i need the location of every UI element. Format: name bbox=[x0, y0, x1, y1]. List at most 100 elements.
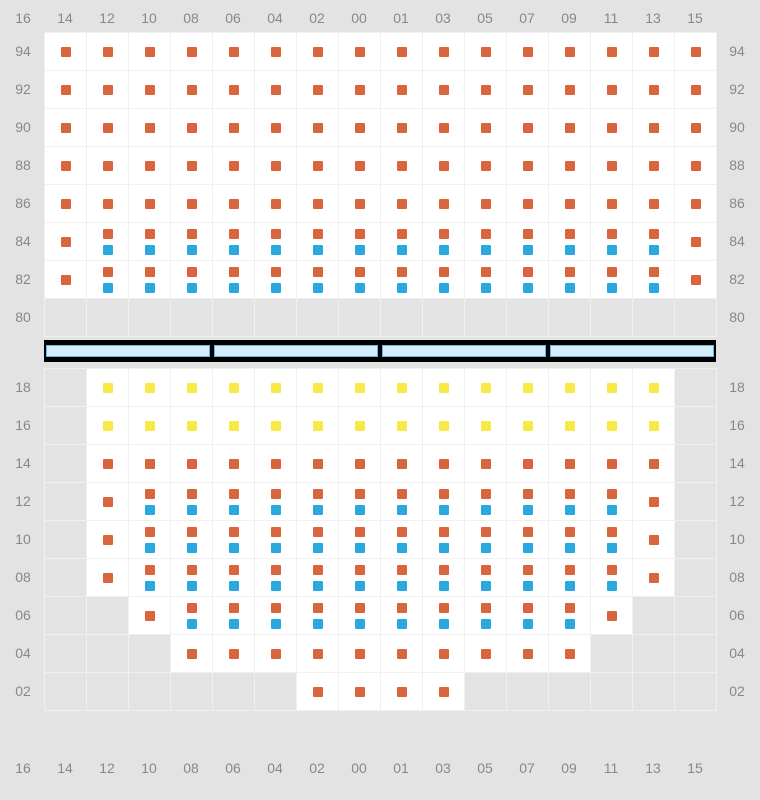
seat-cell[interactable] bbox=[339, 147, 381, 185]
seat-cell[interactable] bbox=[297, 521, 339, 559]
seat-cell[interactable] bbox=[507, 407, 549, 445]
seat-cell[interactable] bbox=[297, 185, 339, 223]
seat-cell[interactable] bbox=[465, 71, 507, 109]
seat-cell[interactable] bbox=[633, 223, 675, 261]
seat-cell[interactable] bbox=[297, 635, 339, 673]
seat-cell[interactable] bbox=[423, 223, 465, 261]
seat-cell[interactable] bbox=[255, 635, 297, 673]
seat-cell[interactable] bbox=[171, 109, 213, 147]
seat-cell[interactable] bbox=[423, 673, 465, 711]
seat-cell[interactable] bbox=[129, 483, 171, 521]
seat-cell[interactable] bbox=[675, 185, 717, 223]
seat-cell[interactable] bbox=[423, 33, 465, 71]
seat-cell[interactable] bbox=[45, 185, 87, 223]
seat-cell[interactable] bbox=[213, 109, 255, 147]
seat-cell[interactable] bbox=[339, 483, 381, 521]
seat-cell[interactable] bbox=[465, 635, 507, 673]
seat-cell[interactable] bbox=[591, 71, 633, 109]
seat-cell[interactable] bbox=[213, 147, 255, 185]
seat-cell[interactable] bbox=[591, 559, 633, 597]
seat-cell[interactable] bbox=[87, 261, 129, 299]
seat-cell[interactable] bbox=[213, 407, 255, 445]
seat-cell[interactable] bbox=[171, 369, 213, 407]
seat-cell[interactable] bbox=[171, 223, 213, 261]
seat-cell[interactable] bbox=[423, 597, 465, 635]
seat-cell[interactable] bbox=[549, 483, 591, 521]
seat-cell[interactable] bbox=[591, 521, 633, 559]
seat-cell[interactable] bbox=[129, 407, 171, 445]
seat-cell[interactable] bbox=[171, 635, 213, 673]
seat-cell[interactable] bbox=[255, 483, 297, 521]
seat-cell[interactable] bbox=[381, 369, 423, 407]
seat-cell[interactable] bbox=[255, 559, 297, 597]
seat-cell[interactable] bbox=[507, 147, 549, 185]
seat-cell[interactable] bbox=[129, 559, 171, 597]
seat-cell[interactable] bbox=[549, 635, 591, 673]
seat-cell[interactable] bbox=[465, 185, 507, 223]
seat-cell[interactable] bbox=[381, 71, 423, 109]
seat-cell[interactable] bbox=[87, 483, 129, 521]
seat-cell[interactable] bbox=[591, 407, 633, 445]
seat-cell[interactable] bbox=[507, 33, 549, 71]
seat-cell[interactable] bbox=[549, 185, 591, 223]
seat-cell[interactable] bbox=[507, 185, 549, 223]
seat-cell[interactable] bbox=[381, 147, 423, 185]
seat-cell[interactable] bbox=[129, 261, 171, 299]
seat-cell[interactable] bbox=[633, 369, 675, 407]
seat-cell[interactable] bbox=[255, 223, 297, 261]
seat-cell[interactable] bbox=[381, 109, 423, 147]
seat-cell[interactable] bbox=[129, 147, 171, 185]
seat-cell[interactable] bbox=[381, 445, 423, 483]
seat-cell[interactable] bbox=[45, 71, 87, 109]
seat-cell[interactable] bbox=[339, 597, 381, 635]
seat-cell[interactable] bbox=[255, 71, 297, 109]
seat-cell[interactable] bbox=[213, 559, 255, 597]
seat-cell[interactable] bbox=[87, 33, 129, 71]
seat-cell[interactable] bbox=[633, 185, 675, 223]
seat-cell[interactable] bbox=[213, 369, 255, 407]
seat-cell[interactable] bbox=[45, 33, 87, 71]
seat-cell[interactable] bbox=[213, 635, 255, 673]
seat-cell[interactable] bbox=[507, 597, 549, 635]
seat-cell[interactable] bbox=[381, 407, 423, 445]
seat-cell[interactable] bbox=[465, 597, 507, 635]
seat-cell[interactable] bbox=[255, 369, 297, 407]
seat-cell[interactable] bbox=[213, 483, 255, 521]
seat-cell[interactable] bbox=[423, 559, 465, 597]
seat-cell[interactable] bbox=[87, 109, 129, 147]
seat-cell[interactable] bbox=[171, 521, 213, 559]
seat-cell[interactable] bbox=[381, 223, 423, 261]
seat-cell[interactable] bbox=[171, 597, 213, 635]
seat-cell[interactable] bbox=[507, 559, 549, 597]
seat-cell[interactable] bbox=[465, 109, 507, 147]
seat-cell[interactable] bbox=[87, 559, 129, 597]
seat-cell[interactable] bbox=[465, 559, 507, 597]
seat-cell[interactable] bbox=[339, 109, 381, 147]
seat-cell[interactable] bbox=[213, 33, 255, 71]
seat-cell[interactable] bbox=[675, 33, 717, 71]
seat-cell[interactable] bbox=[339, 559, 381, 597]
seat-cell[interactable] bbox=[339, 33, 381, 71]
seat-cell[interactable] bbox=[171, 407, 213, 445]
seat-cell[interactable] bbox=[255, 521, 297, 559]
seat-cell[interactable] bbox=[129, 369, 171, 407]
seat-cell[interactable] bbox=[87, 185, 129, 223]
seat-cell[interactable] bbox=[255, 597, 297, 635]
seat-cell[interactable] bbox=[549, 223, 591, 261]
seat-cell[interactable] bbox=[465, 33, 507, 71]
seat-cell[interactable] bbox=[297, 559, 339, 597]
seat-cell[interactable] bbox=[129, 223, 171, 261]
seat-cell[interactable] bbox=[675, 147, 717, 185]
seat-cell[interactable] bbox=[255, 147, 297, 185]
seat-cell[interactable] bbox=[465, 261, 507, 299]
seat-cell[interactable] bbox=[549, 261, 591, 299]
seat-cell[interactable] bbox=[633, 445, 675, 483]
seat-cell[interactable] bbox=[339, 261, 381, 299]
seat-cell[interactable] bbox=[549, 109, 591, 147]
seat-cell[interactable] bbox=[171, 559, 213, 597]
seat-cell[interactable] bbox=[549, 559, 591, 597]
seat-cell[interactable] bbox=[171, 33, 213, 71]
seat-cell[interactable] bbox=[339, 521, 381, 559]
seat-cell[interactable] bbox=[423, 635, 465, 673]
seat-cell[interactable] bbox=[633, 261, 675, 299]
